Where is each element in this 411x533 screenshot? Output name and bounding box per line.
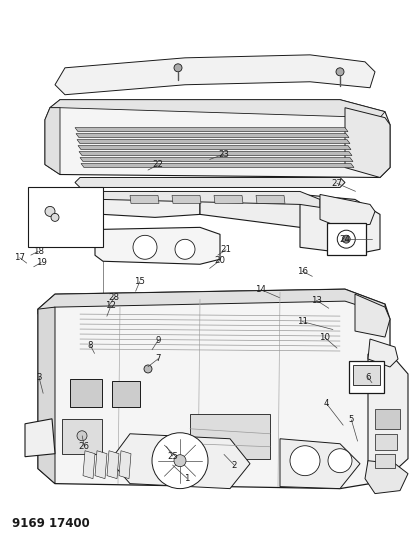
Text: 12: 12 [106,301,116,310]
Polygon shape [80,158,353,161]
Circle shape [144,365,152,373]
Polygon shape [214,196,243,204]
Text: 11: 11 [297,317,307,326]
Polygon shape [75,177,345,188]
Bar [375,434,397,450]
Polygon shape [77,140,350,143]
Bar [353,366,380,385]
Text: 27: 27 [332,179,342,188]
Polygon shape [280,439,360,489]
Circle shape [174,455,186,467]
Circle shape [337,230,355,248]
Text: 2: 2 [231,461,237,470]
Text: 18: 18 [33,247,44,256]
Polygon shape [119,451,131,479]
Polygon shape [103,191,200,217]
Circle shape [152,433,208,489]
Text: 9169 17400: 9169 17400 [12,516,90,530]
Circle shape [45,206,55,216]
Polygon shape [75,127,348,132]
Circle shape [336,68,344,76]
Text: 28: 28 [109,293,120,302]
Polygon shape [45,100,390,177]
Polygon shape [45,108,60,174]
Text: 7: 7 [155,354,161,364]
Text: 21: 21 [221,245,231,254]
Polygon shape [110,434,250,489]
Polygon shape [200,195,320,228]
Polygon shape [76,134,349,138]
Text: 16: 16 [297,266,307,276]
Polygon shape [345,108,390,177]
Text: 19: 19 [36,258,46,267]
Text: 1: 1 [184,474,190,483]
Bar [62,419,102,454]
Bar [349,361,384,393]
Polygon shape [25,419,55,457]
Polygon shape [55,55,375,95]
Text: 5: 5 [349,415,354,424]
Bar [190,414,270,459]
Text: 14: 14 [256,285,266,294]
Polygon shape [256,196,285,204]
Text: 17: 17 [14,253,25,262]
Text: 26: 26 [79,442,90,451]
Polygon shape [38,289,390,489]
Polygon shape [95,228,220,264]
Polygon shape [368,354,408,474]
Polygon shape [78,146,351,150]
Polygon shape [50,100,385,118]
Polygon shape [38,307,55,483]
Text: 13: 13 [311,296,322,305]
Text: 20: 20 [215,256,225,265]
Circle shape [51,213,59,221]
Circle shape [175,239,195,259]
Bar [375,454,395,467]
Polygon shape [83,451,95,479]
Text: 3: 3 [36,373,42,382]
Text: 23: 23 [219,150,229,159]
Polygon shape [79,151,352,156]
Text: 9: 9 [155,336,161,345]
Polygon shape [38,289,385,314]
Polygon shape [103,191,320,207]
Polygon shape [172,196,201,204]
Text: 8: 8 [88,341,93,350]
Circle shape [174,64,182,72]
Polygon shape [130,196,159,204]
Bar [112,381,140,407]
Text: 6: 6 [365,373,371,382]
Text: 22: 22 [153,160,164,169]
Circle shape [77,431,87,441]
Circle shape [328,449,352,473]
Text: 25: 25 [167,451,178,461]
Polygon shape [81,164,354,167]
Bar [28,188,103,247]
Bar [327,223,366,255]
Text: 24: 24 [340,235,351,244]
Polygon shape [365,461,408,494]
Polygon shape [368,339,398,367]
Bar [70,379,102,407]
Text: 15: 15 [134,277,145,286]
Circle shape [290,446,320,475]
Bar [375,409,400,429]
Circle shape [133,236,157,259]
Polygon shape [107,451,119,479]
Polygon shape [300,195,380,254]
Text: 10: 10 [319,333,330,342]
Polygon shape [95,451,107,479]
Polygon shape [320,195,375,228]
Circle shape [342,235,350,243]
Text: 4: 4 [324,399,330,408]
Polygon shape [355,294,390,337]
